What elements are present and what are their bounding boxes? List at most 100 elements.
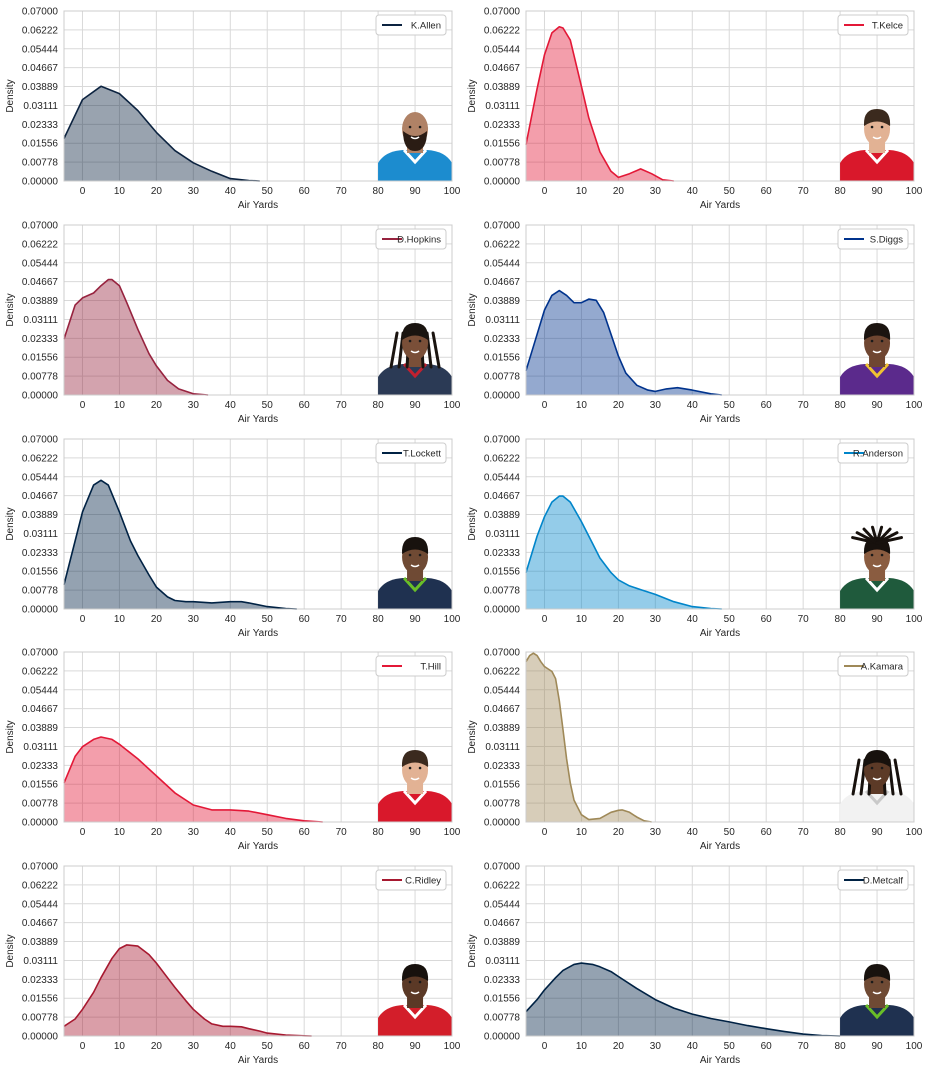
y-axis-label: Density xyxy=(467,293,478,326)
x-tick-label: 30 xyxy=(188,827,200,838)
x-tick-label: 90 xyxy=(409,186,421,197)
y-tick-label: 0.01556 xyxy=(22,353,59,364)
jersey-collar xyxy=(402,576,428,593)
player-hair xyxy=(401,323,429,340)
legend-label: C.Ridley xyxy=(405,876,441,887)
y-tick-label: 0.01556 xyxy=(484,139,521,150)
y-tick-label: 0.01556 xyxy=(484,567,521,578)
y-tick-label: 0.03111 xyxy=(485,529,520,540)
player-eye xyxy=(880,125,884,129)
jersey-collar xyxy=(402,789,428,806)
x-tick-label: 20 xyxy=(613,1041,625,1052)
y-tick-label: 0.02333 xyxy=(484,334,521,345)
y-tick-label: 0.03889 xyxy=(22,937,59,948)
y-tick-label: 0.04667 xyxy=(484,491,521,502)
x-tick-label: 0 xyxy=(80,827,86,838)
y-tick-label: 0.07000 xyxy=(484,221,521,232)
legend-label: R.Anderson xyxy=(853,449,903,460)
x-tick-label: 70 xyxy=(336,827,348,838)
x-axis-label: Air Yards xyxy=(700,1055,740,1066)
x-tick-label: 70 xyxy=(798,614,810,625)
x-tick-label: 90 xyxy=(871,1041,883,1052)
player-headshot xyxy=(840,525,915,609)
legend: K.Allen xyxy=(375,14,447,36)
density-area xyxy=(526,26,674,181)
player-headshot xyxy=(378,323,453,395)
legend-box xyxy=(375,869,447,891)
y-tick-label: 0.00778 xyxy=(484,1013,521,1024)
x-tick-label: 80 xyxy=(373,400,385,411)
plot-frame xyxy=(63,865,453,1037)
jersey-shape xyxy=(840,150,915,181)
player-eye xyxy=(418,766,422,770)
y-tick-label: 0.00778 xyxy=(22,799,59,810)
x-tick-label: 80 xyxy=(373,1041,385,1052)
x-tick-label: 90 xyxy=(409,1041,421,1052)
x-tick-label: 70 xyxy=(798,1041,810,1052)
chart-panel-2: 0 10 20 30 40 50 60 70 80 90 100 0.00000 0.00778 0.01… xyxy=(467,7,923,212)
player-hair xyxy=(401,750,429,767)
x-tick-label: 40 xyxy=(687,400,699,411)
y-tick-label: 0.02333 xyxy=(22,120,59,131)
player-hair xyxy=(401,964,429,981)
x-tick-label: 90 xyxy=(871,400,883,411)
y-tick-label: 0.06222 xyxy=(484,239,521,250)
x-tick-label: 100 xyxy=(444,400,461,411)
hair-lock xyxy=(893,758,903,796)
plot-area xyxy=(64,11,452,181)
y-tick-label: 0.00000 xyxy=(484,818,521,829)
y-tick-label: 0.03111 xyxy=(485,956,520,967)
x-tick-label: 40 xyxy=(225,614,237,625)
y-tick-label: 0.06222 xyxy=(22,666,59,677)
y-tick-label: 0.03889 xyxy=(484,510,521,521)
legend-box xyxy=(375,228,447,250)
y-tick-label: 0.07000 xyxy=(484,7,521,18)
player-eye xyxy=(870,339,874,343)
x-tick-label: 60 xyxy=(761,827,773,838)
x-tick-label: 90 xyxy=(409,827,421,838)
y-tick-label: 0.00778 xyxy=(22,1013,59,1024)
x-tick-label: 0 xyxy=(542,186,548,197)
x-tick-label: 20 xyxy=(613,186,625,197)
y-tick-label: 0.04667 xyxy=(22,63,59,74)
legend-label: S.Diggs xyxy=(870,235,904,246)
density-line xyxy=(63,944,312,1037)
x-axis-label: Air Yards xyxy=(238,414,278,425)
x-tick-label: 30 xyxy=(650,1041,662,1052)
y-tick-label: 0.03889 xyxy=(22,296,59,307)
x-tick-label: 50 xyxy=(724,400,736,411)
legend-box xyxy=(375,14,447,36)
y-tick-label: 0.06222 xyxy=(22,880,59,891)
x-tick-label: 40 xyxy=(225,1041,237,1052)
x-tick-label: 0 xyxy=(542,614,548,625)
jersey-shape xyxy=(378,364,453,395)
player-beard xyxy=(403,131,428,151)
x-tick-label: 0 xyxy=(80,614,86,625)
y-tick-label: 0.00778 xyxy=(22,586,59,597)
y-tick-label: 0.02333 xyxy=(484,120,521,131)
legend-label: T.Lockett xyxy=(403,449,441,460)
x-tick-label: 20 xyxy=(151,614,163,625)
x-tick-label: 60 xyxy=(761,400,773,411)
y-tick-label: 0.04667 xyxy=(22,491,59,502)
x-tick-label: 100 xyxy=(906,827,923,838)
legend-box xyxy=(375,442,447,464)
x-tick-label: 50 xyxy=(724,1041,736,1052)
y-axis-label: Density xyxy=(5,720,16,753)
y-tick-label: 0.04667 xyxy=(22,918,59,929)
x-tick-label: 20 xyxy=(613,400,625,411)
player-smile xyxy=(410,136,420,140)
y-tick-label: 0.04667 xyxy=(22,704,59,715)
x-tick-label: 100 xyxy=(444,1041,461,1052)
x-tick-label: 0 xyxy=(80,186,86,197)
y-tick-label: 0.00000 xyxy=(22,1032,59,1043)
player-smile xyxy=(872,564,882,568)
y-tick-label: 0.05444 xyxy=(22,258,59,269)
jersey-collar xyxy=(864,1003,890,1020)
y-tick-label: 0.01556 xyxy=(22,567,59,578)
plot-frame xyxy=(525,651,915,823)
jersey-shape xyxy=(378,791,453,822)
x-tick-label: 70 xyxy=(798,186,810,197)
y-tick-label: 0.04667 xyxy=(484,277,521,288)
y-tick-label: 0.00000 xyxy=(22,818,59,829)
